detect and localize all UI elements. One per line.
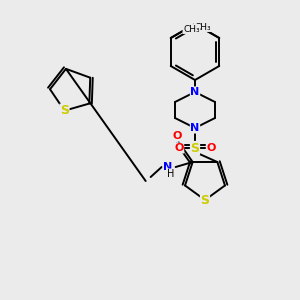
Text: O: O <box>174 143 184 153</box>
Text: H: H <box>167 169 174 179</box>
Text: CH₃: CH₃ <box>183 25 200 34</box>
Text: S: S <box>200 194 209 206</box>
Text: S: S <box>190 142 200 154</box>
Text: N: N <box>190 123 200 133</box>
Text: S: S <box>60 104 69 117</box>
Text: N: N <box>190 87 200 97</box>
Text: O: O <box>173 131 182 141</box>
Text: O: O <box>206 143 216 153</box>
Text: N: N <box>163 162 172 172</box>
Text: CH₃: CH₃ <box>194 22 211 32</box>
